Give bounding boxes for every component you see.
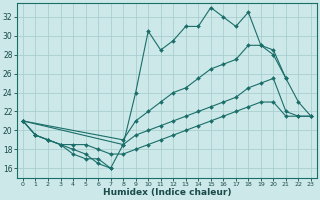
X-axis label: Humidex (Indice chaleur): Humidex (Indice chaleur) [103, 188, 231, 197]
